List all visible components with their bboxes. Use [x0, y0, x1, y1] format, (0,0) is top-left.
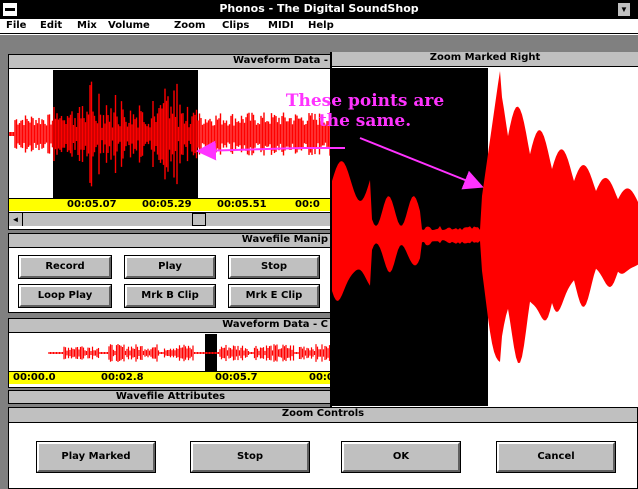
zoom-window-title: Zoom Marked Right: [332, 52, 638, 67]
zoom-marked-right-window: Zoom Marked Right: [330, 52, 638, 408]
zoom-waveform-trace: [332, 71, 638, 363]
menu-zoom[interactable]: Zoom: [174, 20, 206, 31]
annotation-line-2: the same.: [318, 111, 412, 131]
title-bar: Phonos - The Digital SoundShop ▼: [0, 0, 638, 19]
waveform-panel-bottom: Waveform Data - C 00:00.0 00:02.8 00:05.…: [8, 318, 333, 388]
menu-mix[interactable]: Mix: [77, 20, 97, 31]
menu-file[interactable]: File: [6, 20, 27, 31]
cancel-button[interactable]: Cancel: [496, 441, 616, 473]
scroll-thumb[interactable]: [192, 213, 206, 226]
tick-label: 00:00.0: [13, 372, 56, 383]
waveform-panel-title: Waveform Data -: [9, 55, 332, 69]
tick-label: 00:0: [309, 372, 332, 383]
menu-clips[interactable]: Clips: [222, 20, 250, 31]
minimize-icon[interactable]: ▼: [617, 2, 631, 17]
play-marked-button[interactable]: Play Marked: [36, 441, 156, 473]
wavefile-manip-panel: Wavefile Manip Record Play Stop Loop Pla…: [8, 233, 333, 313]
tick-label: 00:0: [295, 199, 320, 210]
waveform-trace: [9, 81, 332, 187]
waveform-view-top[interactable]: [9, 70, 332, 198]
waveform-panel-title: Waveform Data - C: [9, 319, 332, 333]
waveform-trace: [48, 344, 332, 362]
zoom-waveform-view[interactable]: [332, 68, 638, 406]
mark-end-clip-button[interactable]: Mrk E Clip: [228, 284, 320, 308]
tick-label: 00:05.07: [67, 199, 117, 210]
time-ruler-bottom: 00:00.0 00:02.8 00:05.7 00:0: [9, 371, 332, 384]
menu-help[interactable]: Help: [308, 20, 334, 31]
record-button[interactable]: Record: [18, 255, 112, 279]
menu-edit[interactable]: Edit: [40, 20, 63, 31]
system-menu-icon[interactable]: [2, 2, 18, 17]
manip-panel-title: Wavefile Manip: [9, 234, 332, 248]
tick-label: 00:05.51: [217, 199, 267, 210]
stop-button[interactable]: Stop: [228, 255, 320, 279]
annotation-text: These points are the same.: [265, 91, 465, 131]
wavefile-attributes-bar[interactable]: Wavefile Attributes: [8, 390, 333, 404]
waveform-scrollbar[interactable]: ◄: [9, 212, 332, 226]
waveform-panel-top: Waveform Data - 00:05.07 00:05.29 00:05.…: [8, 54, 333, 230]
tick-label: 00:02.8: [101, 372, 144, 383]
waveform-view-bottom[interactable]: [9, 334, 332, 372]
annotation-line-1: These points are: [285, 91, 445, 111]
time-ruler-top: 00:05.07 00:05.29 00:05.51 00:0: [9, 198, 332, 211]
menu-midi[interactable]: MIDI: [268, 20, 294, 31]
menu-volume[interactable]: Volume: [108, 20, 150, 31]
zoom-controls-panel: Zoom Controls Play Marked Stop OK Cancel: [8, 407, 638, 489]
tick-label: 00:05.7: [215, 372, 258, 383]
loop-play-button[interactable]: Loop Play: [18, 284, 112, 308]
scroll-left-icon[interactable]: ◄: [9, 213, 23, 226]
zoom-controls-title: Zoom Controls: [9, 408, 637, 423]
zoom-stop-button[interactable]: Stop: [190, 441, 310, 473]
mark-begin-clip-button[interactable]: Mrk B Clip: [124, 284, 216, 308]
ok-button[interactable]: OK: [341, 441, 461, 473]
window-title: Phonos - The Digital SoundShop: [219, 2, 419, 15]
menu-bar: File Edit Mix Volume Zoom Clips MIDI Hel…: [0, 19, 638, 34]
play-button[interactable]: Play: [124, 255, 216, 279]
tick-label: 00:05.29: [142, 199, 192, 210]
